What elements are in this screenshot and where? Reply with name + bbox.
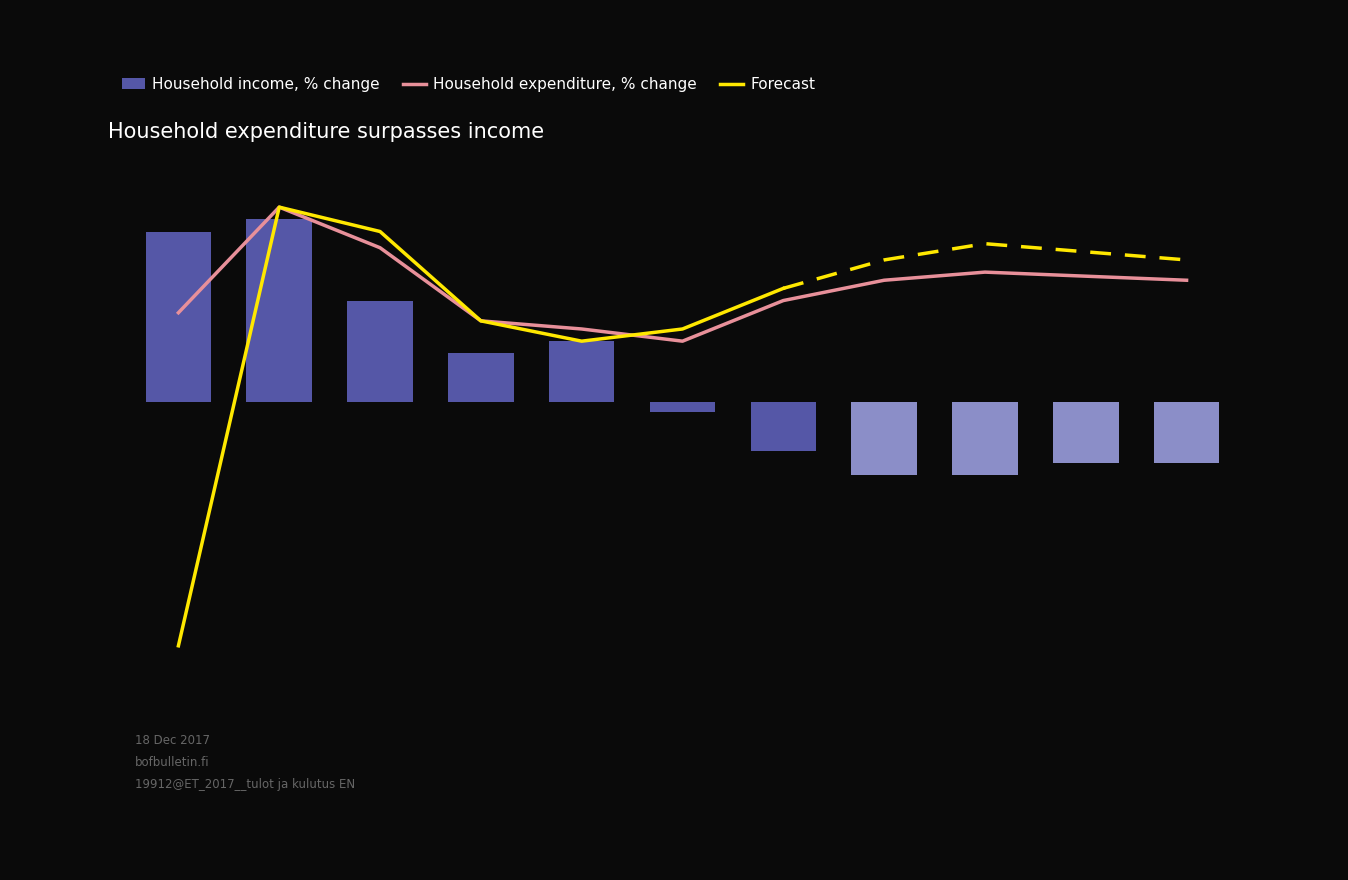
Bar — [852, 402, 917, 475]
Text: Household expenditure surpasses income: Household expenditure surpasses income — [108, 121, 545, 142]
Text: bofbulletin.fi: bofbulletin.fi — [135, 756, 209, 768]
Bar — [1154, 402, 1220, 463]
Text: 19912@ET_2017__tulot ja kulutus EN: 19912@ET_2017__tulot ja kulutus EN — [135, 778, 355, 790]
Bar — [146, 231, 212, 402]
Text: 18 Dec 2017: 18 Dec 2017 — [135, 734, 210, 746]
Bar — [1053, 402, 1119, 463]
Bar — [247, 219, 311, 402]
Bar — [650, 402, 716, 412]
Bar — [549, 341, 615, 402]
Bar — [348, 301, 412, 402]
Bar — [952, 402, 1018, 475]
Bar — [448, 354, 514, 402]
Bar — [751, 402, 816, 451]
Legend: Household income, % change, Household expenditure, % change, Forecast: Household income, % change, Household ex… — [116, 71, 821, 99]
